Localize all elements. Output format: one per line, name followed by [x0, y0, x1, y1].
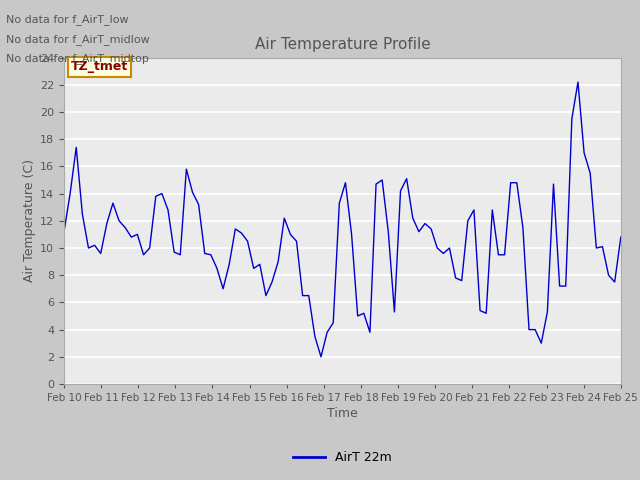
Text: No data for f_AirT_low: No data for f_AirT_low	[6, 14, 129, 25]
Y-axis label: Air Temperature (C): Air Temperature (C)	[23, 159, 36, 282]
Text: No data for f_AirT_midlow: No data for f_AirT_midlow	[6, 34, 150, 45]
Legend: AirT 22m: AirT 22m	[289, 446, 396, 469]
Text: No data for f_AirT_midtop: No data for f_AirT_midtop	[6, 53, 149, 64]
Title: Air Temperature Profile: Air Temperature Profile	[255, 37, 430, 52]
X-axis label: Time: Time	[327, 407, 358, 420]
Text: TZ_tmet: TZ_tmet	[71, 60, 128, 73]
